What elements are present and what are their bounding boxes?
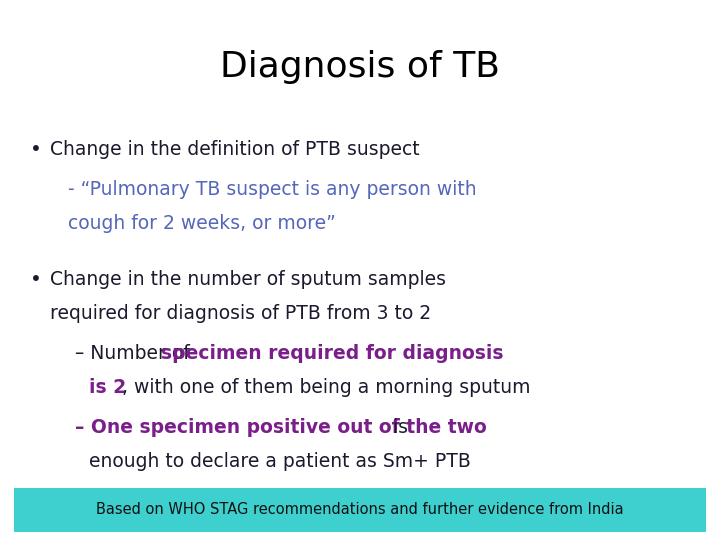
Text: Change in the definition of PTB suspect: Change in the definition of PTB suspect: [50, 140, 420, 159]
Text: – Number of: – Number of: [75, 344, 196, 363]
Text: enough to declare a patient as Sm+ PTB: enough to declare a patient as Sm+ PTB: [89, 452, 472, 471]
Text: , with one of them being a morning sputum: , with one of them being a morning sputu…: [122, 378, 531, 397]
Text: is: is: [387, 418, 408, 437]
Text: cough for 2 weeks, or more”: cough for 2 weeks, or more”: [68, 214, 336, 233]
Text: - “Pulmonary TB suspect is any person with: - “Pulmonary TB suspect is any person wi…: [68, 180, 477, 199]
Text: –: –: [75, 418, 91, 437]
Text: One specimen positive out of the two: One specimen positive out of the two: [91, 418, 487, 437]
Text: •: •: [30, 270, 42, 289]
Text: Diagnosis of TB: Diagnosis of TB: [220, 50, 500, 84]
FancyBboxPatch shape: [14, 488, 706, 532]
Text: is 2: is 2: [89, 378, 127, 397]
Text: •: •: [30, 140, 42, 159]
Text: Based on WHO STAG recommendations and further evidence from India: Based on WHO STAG recommendations and fu…: [96, 503, 624, 517]
Text: specimen required for diagnosis: specimen required for diagnosis: [161, 344, 504, 363]
Text: Change in the number of sputum samples: Change in the number of sputum samples: [50, 270, 446, 289]
Text: required for diagnosis of PTB from 3 to 2: required for diagnosis of PTB from 3 to …: [50, 304, 431, 323]
